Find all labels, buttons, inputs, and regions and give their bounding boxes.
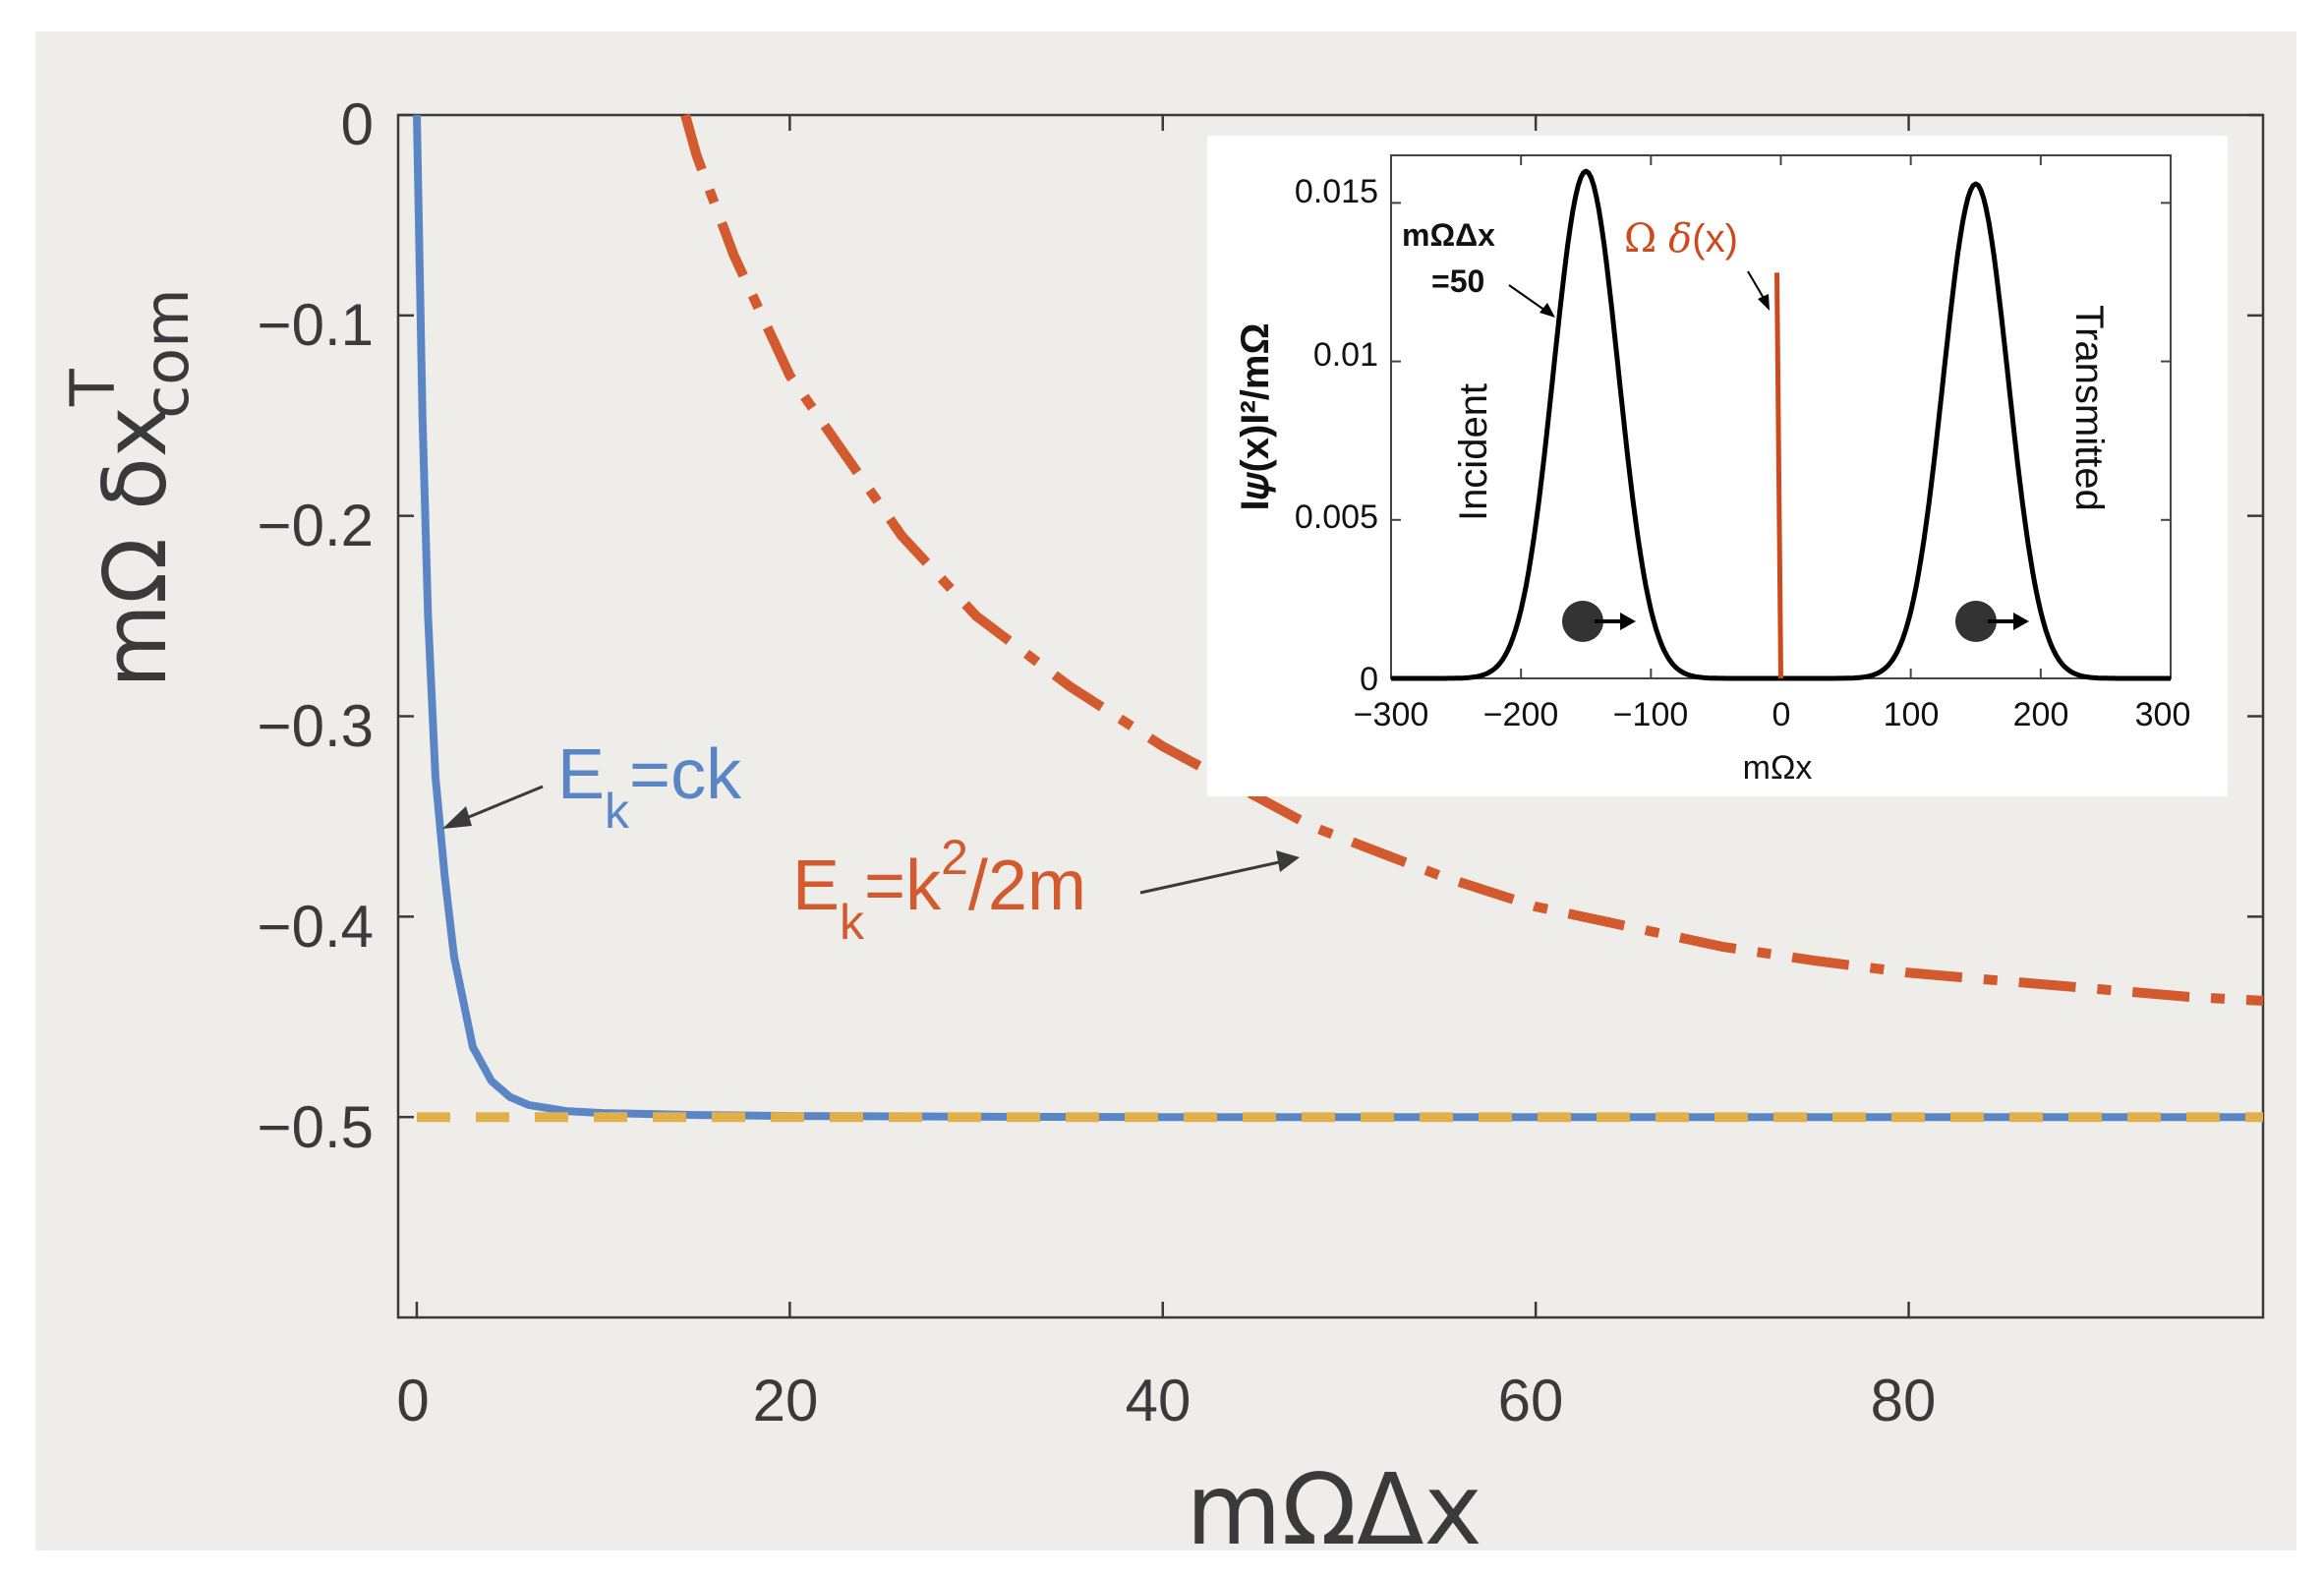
annotation-ck-arrowhead [442,806,472,829]
annotation-ck-main: E [557,735,605,814]
main-series-group [413,113,2264,1123]
main-x-tick-label: 80 [1871,1368,1937,1433]
main-y-tick-label: −0.4 [258,894,374,960]
inset-x-tick-label: −200 [1483,696,1559,733]
inset-delta-arrowhead [1758,294,1770,311]
inset-transmitted-particle-icon [1955,601,1997,642]
inset-param-arrowhead [1540,303,1555,318]
inset-x-axis-label: mΩx [1743,749,1813,787]
annotation-quad-rest1: =k [864,847,942,925]
main-y-axis-label: mΩ δxTcom [57,288,203,688]
inset-incident-particle-icon [1562,601,1603,642]
inset-series-group [1391,168,2171,681]
annotation-quad-main: E [792,847,840,925]
annotation-ck-rest: =ck [629,735,742,814]
annotation-quad-label: Ek=k2/2m [792,830,1086,950]
inset-delta-arrow-line [1747,270,1766,301]
main-y-tick-label: 0 [341,91,374,157]
inset-y-axis-label: I𝜓(x)I²/mΩ [1234,322,1277,510]
inset-y-tick-label: 0 [1360,661,1378,698]
annotation-quad-arrowhead [1276,850,1300,872]
main-y-tick-label: −0.1 [258,292,374,358]
inset-delta-potential [1774,272,1783,679]
inset-tick-marks [1390,155,2172,679]
inset-transmitted-arrowhead-icon [2013,613,2029,630]
main-x-tick-label: 0 [396,1368,429,1433]
inset-y-tick-label: 0.005 [1295,498,1378,536]
inset-delta-omega: Ω [1624,216,1656,262]
main-x-tick-label: 40 [1126,1368,1191,1433]
inset-x-tick-label: −300 [1354,696,1429,733]
inset-incident-label: Incident [1452,383,1495,521]
inset-x-tick-label: 300 [2135,696,2191,733]
annotation-quad-sub: k [840,895,865,950]
main-y-axis-label-prefix: mΩ δx [85,406,186,688]
main-y-axis-label-subscript: com [131,288,203,418]
main-y-tick-label: −0.3 [258,693,374,759]
inset-x-tick-label: −100 [1613,696,1689,733]
inset-transmitted-label: Transmitted [2067,305,2111,511]
inset-delta-symbol: δ [1668,216,1692,262]
main-y-tick-label: −0.5 [258,1094,374,1160]
series-solid-0 [413,114,2263,1122]
inset-x-tick-label: 0 [1772,696,1791,733]
inset-param-arrow-line [1508,284,1549,314]
main-y-tick-label: −0.2 [258,493,374,558]
annotation-ck-sub: k [605,784,630,839]
inset-delta-arg: (x) [1692,217,1738,261]
annotation-quad-rest2: /2m [968,847,1086,925]
annotation-ck-label: Ek=ck [557,735,742,839]
inset-param-label-line1: mΩΔx [1402,217,1495,253]
inset-background [1207,136,2228,796]
inset-x-tick-label: 100 [1884,696,1940,733]
annotation-quad-sup: 2 [941,830,968,885]
series-dashdot-1 [680,113,2264,1006]
annotation-quad-arrow-line [1139,858,1289,895]
inset-x-tick-label: 200 [2013,696,2069,733]
main-x-axis-label: mΩΔx [1186,1452,1482,1567]
main-plot: 0 20 40 60 80 0 −0.1 −0.2 −0.3 −0.4 −0.5… [57,91,2265,1567]
main-x-tick-label: 20 [753,1368,819,1433]
inset-incident-arrowhead-icon [1620,613,1636,630]
inset-plot: −300 −200 −100 0 100 200 300 0 0.005 0.0… [1207,136,2228,796]
inset-y-tick-label: 0.01 [1313,336,1378,374]
main-tick-marks [398,113,2263,1317]
main-x-tick-label: 60 [1498,1368,1564,1433]
inset-param-label-line2: =50 [1431,263,1484,299]
inset-y-tick-label: 0.015 [1295,173,1378,210]
